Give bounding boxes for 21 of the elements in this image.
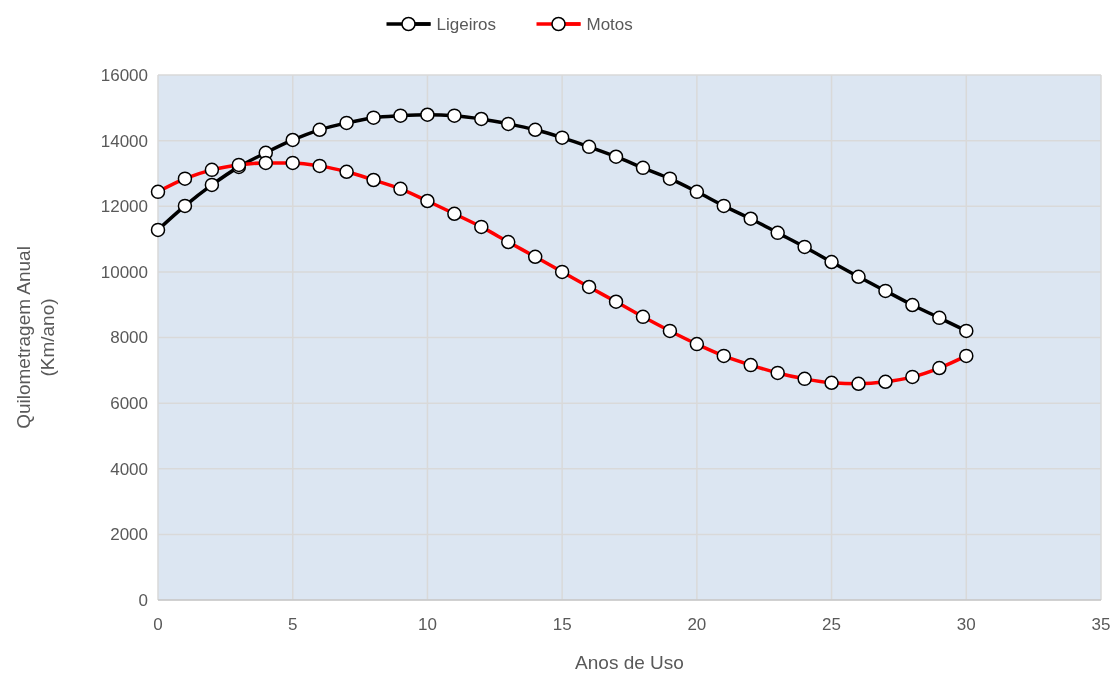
y-tick-label: 2000: [110, 525, 148, 545]
x-tick-label: 35: [1091, 615, 1111, 634]
x-axis-title: Anos de Uso: [575, 652, 684, 673]
legend-label: Motos: [586, 14, 633, 34]
legend-label: Ligeiros: [436, 14, 497, 34]
y-tick-label: 12000: [100, 197, 148, 217]
x-tick-label: 5: [287, 615, 298, 634]
y-tick-label: 14000: [100, 131, 148, 151]
x-tick-label: 20: [687, 615, 707, 634]
x-tick-label: 10: [417, 615, 437, 634]
y-tick-label: 6000: [110, 394, 148, 414]
x-tick-label: 30: [956, 615, 976, 634]
y-tick-label: 8000: [110, 328, 148, 348]
x-tick-label: 0: [153, 615, 163, 634]
x-tick-label: 25: [822, 615, 842, 634]
y-tick-label: 10000: [100, 262, 148, 282]
x-tick-label: 15: [552, 615, 572, 634]
y-tick-label: 0: [138, 590, 148, 610]
y-axis-title: Quilometragem Anual (Km/ano): [13, 246, 58, 429]
y-tick-label: 16000: [100, 65, 148, 85]
y-tick-label: 4000: [110, 459, 148, 479]
